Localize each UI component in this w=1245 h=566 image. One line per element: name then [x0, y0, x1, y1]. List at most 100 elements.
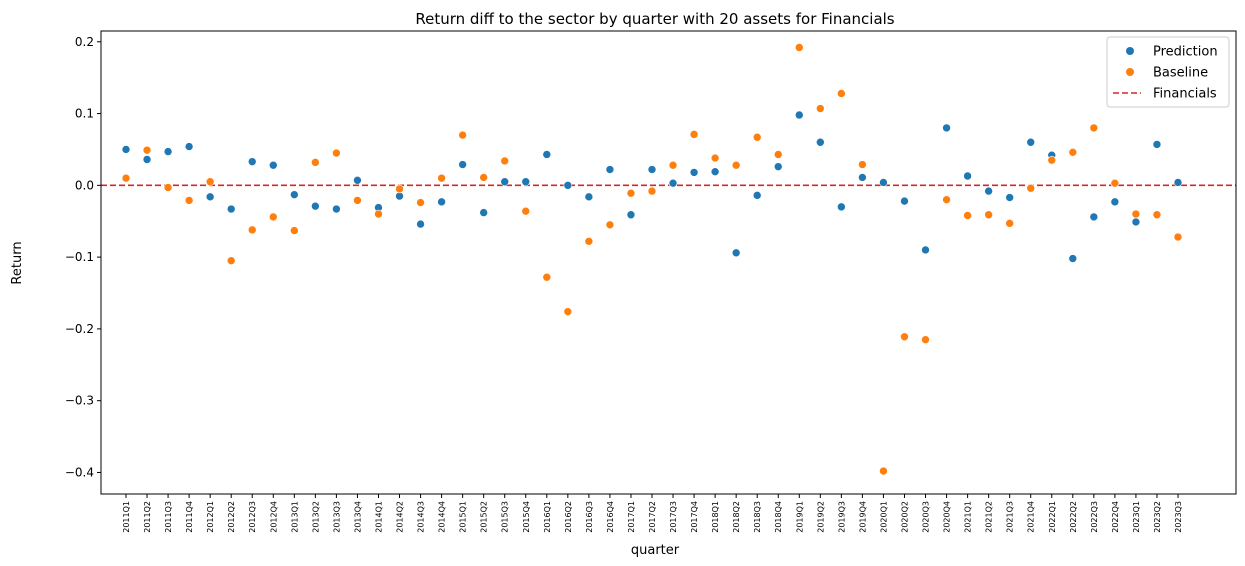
- x-tick-label: 2017Q1: [627, 501, 636, 533]
- x-tick-label: 2017Q4: [690, 501, 699, 533]
- legend-label-prediction: Prediction: [1153, 45, 1218, 60]
- point-prediction-2011Q3: [163, 147, 173, 156]
- x-tick-label: 2020Q2: [900, 501, 909, 533]
- x-tick-label: 2014Q4: [438, 501, 447, 533]
- x-tick-label: 2020Q1: [879, 501, 888, 533]
- x-tick-label: 2017Q3: [669, 501, 678, 533]
- point-prediction-2014Q3: [416, 219, 425, 229]
- point-prediction-2012Q2: [226, 204, 236, 214]
- point-prediction-2019Q1: [794, 110, 804, 120]
- point-baseline-2019Q4: [858, 160, 867, 169]
- point-baseline-2015Q4: [521, 206, 531, 216]
- legend-label-baseline: Baseline: [1153, 66, 1208, 81]
- point-baseline-2017Q1: [626, 188, 636, 198]
- point-baseline-2019Q3: [837, 89, 846, 98]
- point-baseline-2021Q3: [1005, 219, 1014, 228]
- x-tick-label: 2019Q1: [795, 501, 804, 533]
- point-prediction-2012Q4: [268, 160, 278, 170]
- point-baseline-2016Q4: [605, 220, 615, 230]
- point-prediction-2013Q1: [290, 190, 299, 199]
- point-prediction-2015Q4: [521, 177, 531, 187]
- point-prediction-2019Q2: [816, 137, 825, 147]
- point-baseline-2019Q2: [816, 104, 825, 113]
- point-baseline-2023Q1: [1131, 209, 1141, 219]
- legend: Prediction Baseline Financials: [1106, 36, 1230, 108]
- point-prediction-2013Q2: [311, 201, 320, 211]
- point-prediction-2015Q2: [479, 208, 488, 217]
- x-tick-label: 2012Q4: [269, 501, 278, 533]
- point-baseline-2017Q4: [689, 130, 699, 139]
- x-axis-label: quarter: [631, 543, 680, 558]
- point-baseline-2014Q3: [416, 198, 425, 207]
- legend-label-financials: Financials: [1153, 87, 1217, 102]
- point-prediction-2015Q3: [500, 177, 510, 187]
- y-tick-label: 0.1: [75, 107, 94, 121]
- point-prediction-2022Q4: [1110, 197, 1120, 207]
- point-prediction-2013Q4: [353, 176, 362, 185]
- point-baseline-2021Q1: [963, 211, 972, 220]
- point-prediction-2012Q3: [247, 157, 257, 166]
- x-tick-label: 2022Q3: [1090, 501, 1099, 533]
- y-axis-label: Return: [10, 241, 25, 284]
- point-prediction-2021Q2: [984, 186, 993, 196]
- point-prediction-2013Q3: [332, 204, 341, 214]
- point-baseline-2013Q4: [353, 196, 362, 205]
- point-prediction-2011Q2: [142, 155, 152, 164]
- point-baseline-2022Q1: [1047, 155, 1057, 165]
- point-prediction-2022Q2: [1068, 254, 1078, 263]
- y-axis: −0.4 −0.3 −0.2 −0.1 0.0 0.1 0.2: [65, 35, 101, 479]
- x-tick-label: 2011Q4: [185, 501, 194, 533]
- point-prediction-2018Q1: [710, 167, 720, 176]
- point-prediction-2023Q1: [1131, 217, 1141, 227]
- x-tick-label: 2021Q4: [1027, 501, 1036, 533]
- point-prediction-2019Q4: [858, 173, 867, 182]
- point-baseline-2011Q4: [184, 196, 194, 205]
- y-tick-label: 0.2: [75, 35, 94, 49]
- y-tick-label: −0.2: [65, 322, 94, 336]
- point-prediction-2016Q3: [584, 192, 594, 202]
- x-tick-label: 2020Q3: [922, 501, 931, 533]
- point-baseline-2016Q2: [563, 307, 573, 316]
- x-tick-label: 2011Q1: [122, 501, 131, 533]
- point-prediction-2011Q4: [184, 142, 194, 151]
- point-prediction-2018Q3: [752, 191, 762, 200]
- point-prediction-2014Q4: [437, 197, 446, 207]
- y-tick-label: −0.3: [65, 394, 94, 408]
- point-baseline-2022Q3: [1089, 123, 1099, 133]
- y-tick-label: 0.0: [75, 178, 94, 192]
- x-tick-label: 2013Q4: [353, 501, 362, 533]
- point-baseline-2017Q2: [647, 186, 657, 196]
- point-prediction-2017Q2: [647, 165, 657, 174]
- x-tick-label: 2023Q3: [1174, 501, 1183, 533]
- point-prediction-2021Q1: [963, 171, 972, 181]
- point-baseline-2018Q1: [710, 153, 720, 163]
- point-baseline-2020Q2: [900, 332, 909, 342]
- point-baseline-2015Q3: [500, 156, 510, 166]
- point-prediction-2023Q3: [1173, 178, 1183, 187]
- x-tick-label: 2019Q4: [858, 501, 867, 533]
- point-baseline-2017Q3: [668, 160, 678, 170]
- x-tick-label: 2016Q2: [564, 501, 573, 533]
- point-baseline-2016Q1: [542, 272, 552, 282]
- point-prediction-2011Q1: [121, 145, 131, 154]
- x-tick-label: 2017Q2: [648, 501, 657, 533]
- point-prediction-2012Q1: [205, 192, 215, 202]
- x-tick-label: 2022Q1: [1048, 501, 1057, 533]
- point-baseline-2020Q4: [942, 195, 951, 204]
- x-tick-label: 2013Q2: [311, 501, 320, 533]
- x-tick-label: 2011Q3: [164, 501, 173, 533]
- point-baseline-2013Q1: [290, 226, 299, 235]
- point-baseline-2018Q2: [731, 160, 741, 170]
- x-tick-label: 2019Q3: [837, 501, 846, 533]
- x-tick-label: 2014Q3: [417, 501, 426, 533]
- x-tick-label: 2018Q2: [732, 501, 741, 533]
- point-baseline-2012Q2: [226, 256, 236, 266]
- legend-marker-baseline: [1126, 68, 1134, 76]
- x-tick-label: 2021Q1: [964, 501, 973, 533]
- point-prediction-2019Q3: [837, 202, 846, 212]
- point-prediction-2018Q4: [773, 162, 783, 171]
- legend-marker-prediction: [1126, 47, 1134, 55]
- point-baseline-2012Q4: [268, 212, 278, 222]
- point-prediction-2020Q2: [900, 196, 909, 206]
